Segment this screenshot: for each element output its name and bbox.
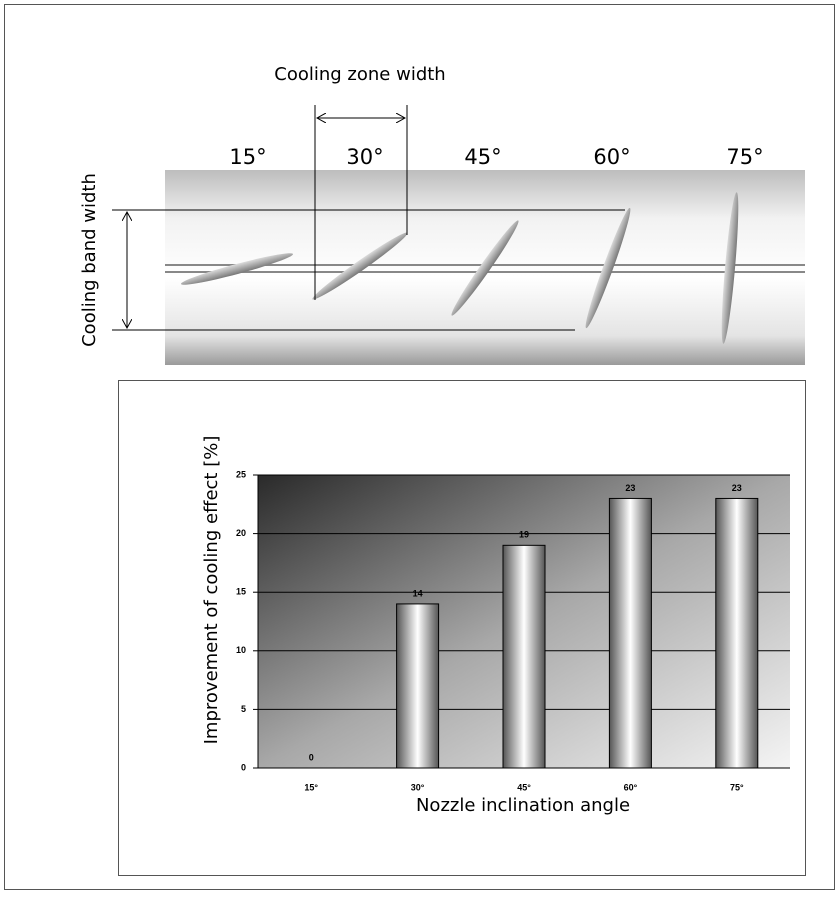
x-tick-label: 60° [624, 782, 638, 792]
y-tick-label: 0 [241, 762, 246, 772]
y-tick-label: 5 [241, 704, 246, 714]
x-tick-label: 75° [730, 782, 744, 792]
angle-label: 45° [464, 145, 501, 169]
bar [396, 603, 440, 769]
y-tick-label: 25 [236, 469, 246, 479]
dimension-lines [112, 105, 625, 331]
value-label: 23 [732, 483, 742, 493]
bar [608, 497, 652, 769]
x-tick-label: 45° [517, 782, 531, 792]
band-label: Cooling band width [79, 173, 100, 347]
angle-label: 15° [229, 145, 266, 169]
value-label: 0 [309, 752, 314, 762]
angle-labels: 15° 30° 45° 60° 75° [229, 145, 763, 169]
angle-label: 30° [346, 145, 383, 169]
x-axis-title: Nozzle inclination angle [416, 795, 630, 816]
value-label: 23 [625, 483, 635, 493]
value-label: 14 [413, 588, 423, 598]
x-tick-label: 30° [411, 782, 425, 792]
angle-label: 75° [726, 145, 763, 169]
y-tick-label: 10 [236, 645, 246, 655]
bar [715, 497, 759, 769]
y-tick-label: 15 [236, 587, 246, 597]
zone-label: Cooling zone width [274, 64, 445, 85]
x-tick-label: 15° [304, 782, 318, 792]
angle-label: 60° [593, 145, 630, 169]
bar [502, 544, 546, 769]
y-tick-label: 20 [236, 528, 246, 538]
nozzle-sprays [180, 192, 739, 344]
value-label: 19 [519, 530, 529, 540]
y-axis-title: Improvement of cooling effect [%] [201, 436, 222, 745]
